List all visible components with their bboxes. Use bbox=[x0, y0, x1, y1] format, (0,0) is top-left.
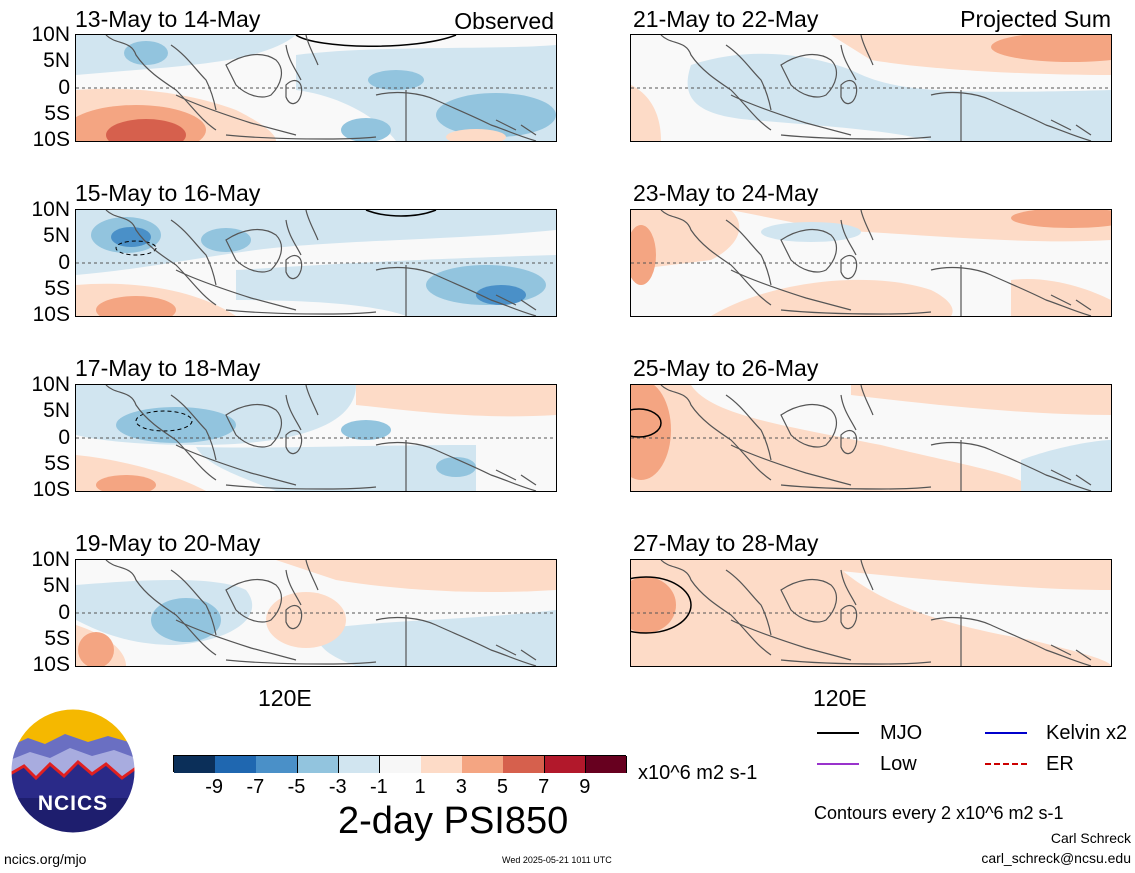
logo-text: NCICS bbox=[37, 792, 109, 815]
lat-label: 10S bbox=[32, 303, 70, 326]
legend-swatch-er bbox=[985, 763, 1027, 765]
lat-label: 0 bbox=[58, 601, 70, 624]
colorbar-swatch bbox=[462, 756, 504, 773]
lat-label: 5N bbox=[43, 49, 70, 72]
panel-title: 27-May to 28-May bbox=[633, 530, 819, 556]
legend-label-low: Low bbox=[880, 753, 917, 775]
colorbar-tick-label: 9 bbox=[579, 776, 591, 798]
colorbar-swatch bbox=[297, 756, 340, 773]
lat-label: 10S bbox=[32, 128, 70, 151]
map-panel bbox=[75, 384, 557, 492]
lat-label: 10N bbox=[31, 373, 70, 396]
contour-note: Contours every 2 x10^6 m2 s-1 bbox=[814, 803, 1064, 823]
colorbar-swatch bbox=[503, 756, 546, 773]
panel-corner-label: Observed bbox=[454, 8, 554, 34]
lat-label: 5N bbox=[43, 399, 70, 422]
colorbar-tick-label: -5 bbox=[287, 776, 306, 798]
colorbar-swatch bbox=[338, 756, 381, 773]
ncics-logo: NCICS bbox=[10, 708, 136, 834]
legend-swatch-kelvin bbox=[985, 732, 1027, 734]
colorbar-swatch bbox=[544, 756, 587, 773]
panel-title: 25-May to 26-May bbox=[633, 355, 819, 381]
map-panel bbox=[75, 34, 557, 142]
site-link[interactable]: ncics.org/mjo bbox=[4, 851, 87, 867]
lat-label: 10S bbox=[32, 653, 70, 676]
colorbar-tick-label: -7 bbox=[246, 776, 265, 798]
map-panel bbox=[630, 209, 1112, 317]
lat-label: 10N bbox=[31, 198, 70, 221]
lat-label: 5N bbox=[43, 574, 70, 597]
lat-label: 5S bbox=[44, 102, 70, 125]
lat-label: 0 bbox=[58, 426, 70, 449]
panel-title: 19-May to 20-May bbox=[75, 530, 261, 556]
lat-label: 0 bbox=[58, 251, 70, 274]
lat-label: 5S bbox=[44, 277, 70, 300]
colorbar-units: x10^6 m2 s-1 bbox=[638, 762, 758, 784]
panel-title: 21-May to 22-May bbox=[633, 6, 819, 32]
email: carl_schreck@ncsu.edu bbox=[981, 850, 1131, 866]
colorbar-tick-label: 3 bbox=[455, 776, 467, 798]
legend-swatch-mjo bbox=[817, 732, 859, 734]
colorbar-swatch bbox=[215, 756, 257, 773]
panel-title: 13-May to 14-May bbox=[75, 6, 261, 32]
lon-label: 120E bbox=[258, 685, 312, 711]
lat-label: 0 bbox=[58, 76, 70, 99]
lat-label: 10S bbox=[32, 478, 70, 501]
map-panel bbox=[630, 34, 1112, 142]
panel-corner-label: Projected Sum bbox=[960, 6, 1111, 32]
lon-label: 120E bbox=[813, 685, 867, 711]
legend-label-kelvin: Kelvin x2 bbox=[1046, 722, 1128, 744]
colorbar-tick-label: -3 bbox=[328, 776, 347, 798]
lat-label: 5N bbox=[43, 224, 70, 247]
colorbar-swatches bbox=[173, 755, 628, 773]
colorbar-swatch bbox=[256, 756, 299, 773]
colorbar-swatch bbox=[174, 756, 216, 773]
panel-title: 17-May to 18-May bbox=[75, 355, 261, 381]
colorbar-tick-label: 7 bbox=[538, 776, 550, 798]
colorbar-tick-label: -9 bbox=[205, 776, 224, 798]
colorbar-swatch bbox=[421, 756, 463, 773]
lat-label: 5S bbox=[44, 627, 70, 650]
colorbar-tick-label: 5 bbox=[496, 776, 509, 798]
lat-label: 5S bbox=[44, 452, 70, 475]
author: Carl Schreck bbox=[1050, 830, 1131, 846]
lat-label: 10N bbox=[31, 548, 70, 571]
legend-label-mjo: MJO bbox=[880, 722, 923, 744]
map-panel bbox=[630, 384, 1112, 492]
colorbar-swatch bbox=[585, 756, 628, 773]
map-panel bbox=[75, 559, 557, 667]
legend-label-er: ER bbox=[1046, 753, 1074, 775]
panel-title: 23-May to 24-May bbox=[633, 180, 819, 206]
colorbar-tick-label: 1 bbox=[414, 776, 426, 798]
timestamp: Wed 2025-05-21 1011 UTC bbox=[502, 855, 612, 865]
map-panel bbox=[630, 559, 1112, 667]
main-title: 2-day PSI850 bbox=[338, 800, 569, 842]
colorbar-tick-label: -1 bbox=[370, 776, 388, 798]
legend-swatch-low bbox=[817, 763, 859, 765]
lat-label: 10N bbox=[31, 23, 70, 46]
panel-title: 15-May to 16-May bbox=[75, 180, 261, 206]
map-panel bbox=[75, 209, 557, 317]
colorbar-swatch bbox=[379, 756, 422, 773]
